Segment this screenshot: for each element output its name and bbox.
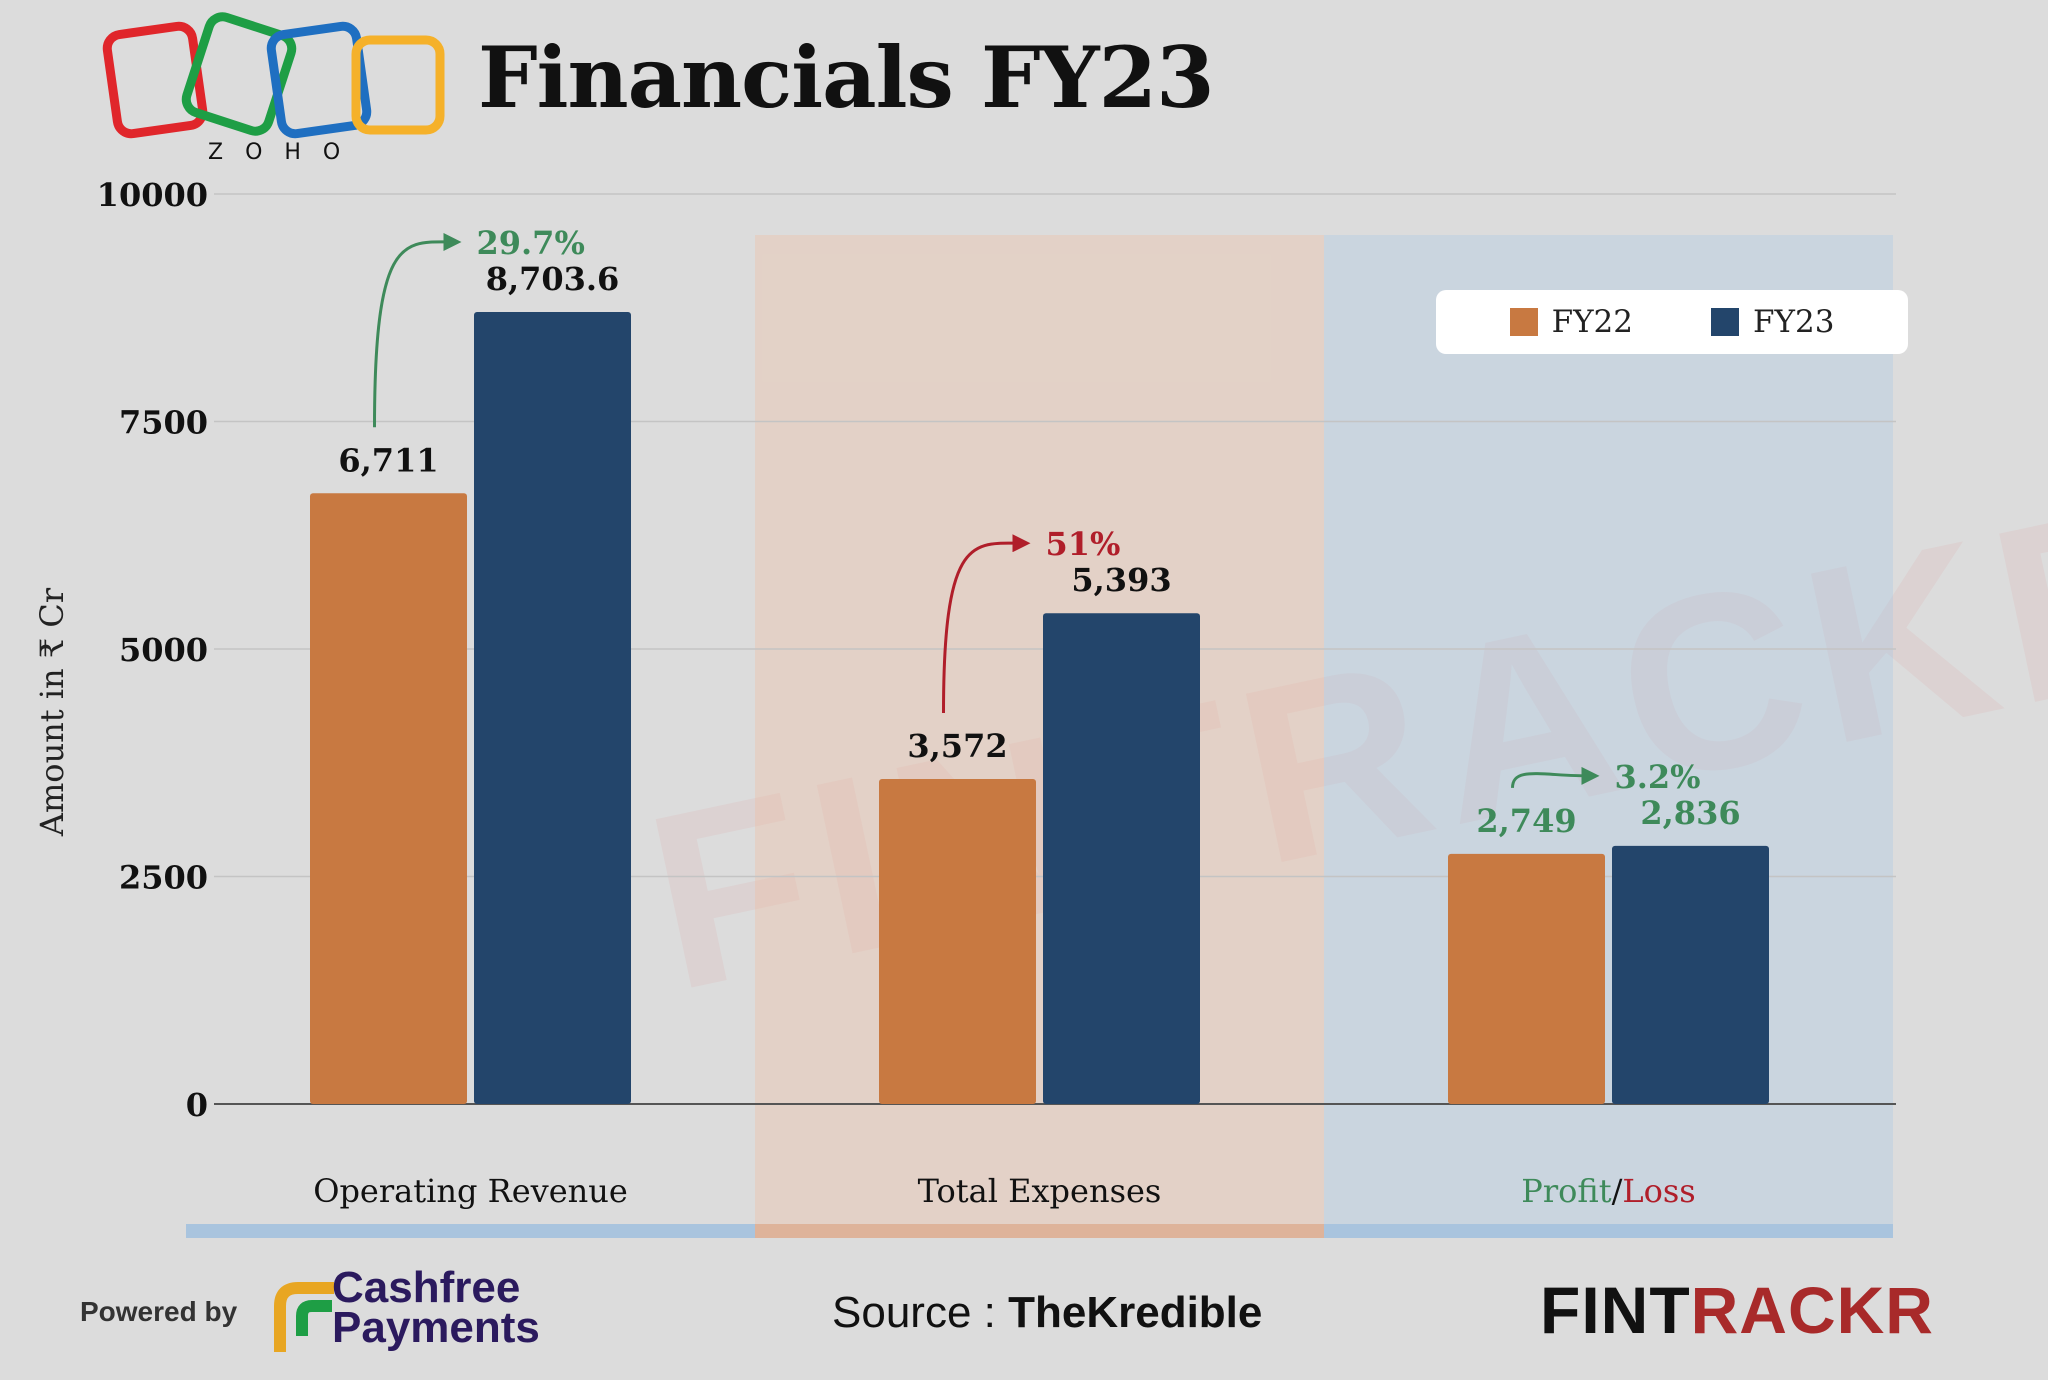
bar-fy22-0	[310, 493, 467, 1104]
bar-fy23-2	[1612, 845, 1769, 1104]
cashfree-wordmark: Cashfree Payments	[332, 1263, 540, 1352]
zoho-logo	[102, 12, 445, 139]
cashfree-line2: Payments	[332, 1303, 540, 1352]
x-tick-label-2: Profit/Loss	[1521, 1172, 1695, 1210]
page-title: Financials FY23	[478, 28, 1215, 127]
loss-text: Loss	[1622, 1172, 1695, 1210]
category-band-2	[1324, 235, 1893, 1225]
brand-part1: FINT	[1540, 1273, 1691, 1347]
growth-label-1: 51%	[1046, 525, 1121, 563]
fintrackr-brand: FINTRACKR	[1540, 1272, 1934, 1348]
logo-wordmark: ZOHO	[208, 140, 363, 165]
category-band-1	[755, 235, 1324, 1225]
growth-label-2: 3.2%	[1615, 758, 1701, 796]
legend-swatch-fy22	[1509, 308, 1538, 336]
legend-item-fy23: FY23	[1711, 304, 1834, 340]
data-label: 5,393	[1071, 561, 1171, 599]
brand-part2: RACKR	[1690, 1273, 1934, 1347]
category-underline-0	[186, 1224, 755, 1238]
profit-text: Profit	[1521, 1172, 1611, 1210]
x-tick-label-0: Operating Revenue	[313, 1172, 628, 1210]
y-tick-label: 7500	[119, 404, 208, 442]
separator-text: /	[1612, 1172, 1623, 1210]
data-label: 2,836	[1640, 794, 1740, 832]
y-tick-label: 10000	[97, 176, 208, 214]
bar-fy23-1	[1043, 613, 1200, 1104]
data-label: 2,749	[1476, 802, 1576, 840]
x-tick-label-1: Total Expenses	[918, 1172, 1162, 1210]
y-tick-label: 2500	[119, 859, 208, 897]
source-text: Source : TheKredible	[832, 1288, 1262, 1338]
cashfree-line1: Cashfree	[332, 1263, 521, 1312]
legend-swatch-fy23	[1711, 308, 1739, 336]
data-label: 3,572	[907, 727, 1007, 765]
source-label: Source :	[832, 1288, 1009, 1337]
data-label: 8,703.6	[486, 260, 620, 298]
cashfree-logo-icon	[274, 1282, 334, 1352]
category-underline-2	[1324, 1224, 1893, 1238]
bar-fy22-1	[879, 778, 1036, 1104]
legend: FY22 FY23	[1436, 290, 1908, 354]
bar-fy23-0	[474, 311, 631, 1104]
legend-label-fy23: FY23	[1753, 304, 1835, 340]
bar-fy22-2	[1448, 853, 1605, 1104]
legend-label-fy22: FY22	[1551, 304, 1633, 340]
growth-arrow-2	[1511, 766, 1600, 788]
category-underline-1	[755, 1224, 1324, 1238]
source-name: TheKredible	[1008, 1288, 1263, 1337]
data-label: 6,711	[338, 441, 438, 479]
powered-by-text: Powered by	[80, 1296, 238, 1327]
growth-label-0: 29.7%	[477, 224, 585, 262]
growth-arrow-0	[373, 232, 462, 428]
legend-item-fy22: FY22	[1509, 304, 1633, 340]
y-tick-label: 5000	[119, 631, 208, 669]
y-tick-label: 0	[186, 1086, 208, 1124]
growth-arrow-1	[942, 534, 1031, 713]
